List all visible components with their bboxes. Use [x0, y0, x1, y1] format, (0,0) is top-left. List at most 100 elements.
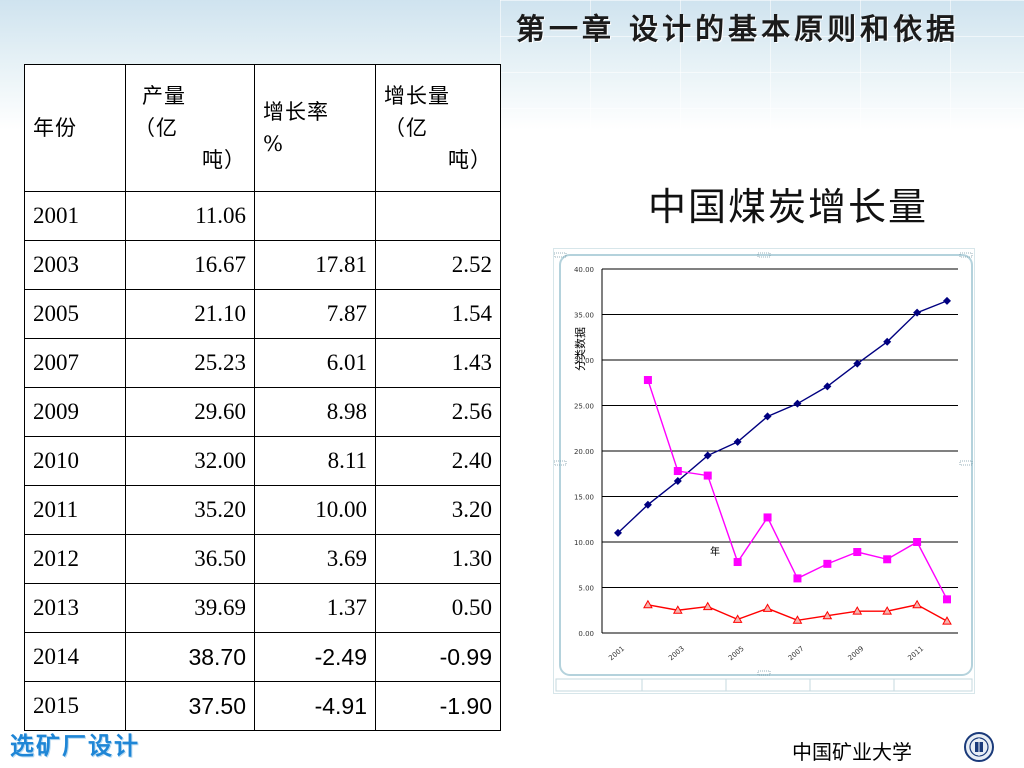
cell-increase: 2.40 — [375, 436, 501, 486]
data-point — [823, 559, 832, 568]
cell-increase: 0.50 — [375, 583, 501, 633]
cell-output: 32.00 — [125, 436, 255, 486]
table-row: 2010 32.00 8.11 2.40 — [24, 436, 501, 486]
header-year: 年份 — [24, 64, 126, 192]
table-row: 2012 36.50 3.69 1.30 — [24, 534, 501, 584]
data-point — [943, 595, 951, 604]
cell-output: 37.50 — [125, 681, 255, 731]
data-point — [733, 437, 742, 446]
cell-increase: 2.52 — [375, 240, 501, 290]
data-point — [883, 337, 892, 346]
table-header-row: 年份 产量 （亿 吨） 增长率 % 增长量 （亿 吨） — [24, 64, 501, 192]
y-tick-label: 10.00 — [574, 539, 594, 547]
frame-handle — [757, 670, 771, 676]
data-point — [913, 308, 922, 317]
y-tick-label: 20.00 — [574, 448, 594, 456]
university-logo-icon — [964, 732, 994, 762]
y-tick-label: 0.00 — [578, 630, 594, 638]
table-row: 2007 25.23 6.01 1.43 — [24, 338, 501, 388]
cell-year: 2007 — [24, 338, 126, 388]
data-point — [702, 601, 713, 611]
cell-increase: -1.90 — [375, 681, 501, 731]
table-row: 2011 35.20 10.00 3.20 — [24, 485, 501, 535]
cell-output: 11.06 — [125, 191, 255, 241]
data-point — [912, 599, 922, 609]
table-row: 2003 16.67 17.81 2.52 — [24, 240, 501, 290]
cell-rate: 17.81 — [254, 240, 376, 290]
y-tick-label: 15.00 — [574, 494, 594, 502]
frame-handle — [959, 460, 973, 466]
data-point — [732, 614, 743, 623]
cell-increase: 1.30 — [375, 534, 501, 584]
data-point — [852, 606, 863, 615]
cell-output: 25.23 — [125, 338, 255, 388]
series-line — [617, 300, 948, 534]
data-point — [643, 376, 652, 385]
y-tick-label: 40.00 — [574, 266, 594, 274]
cell-output: 36.50 — [125, 534, 255, 584]
cell-year: 2011 — [24, 485, 126, 535]
cell-increase: 1.43 — [375, 338, 501, 388]
data-point — [614, 528, 622, 537]
cell-year: 2010 — [24, 436, 126, 486]
data-point — [763, 412, 772, 421]
coal-growth-chart: 0.00 5.00 10.00 15.00 20.00 25.00 30.00 35.00 40… — [553, 248, 975, 694]
university-name: 中国矿业大学 — [792, 740, 912, 764]
cell-output: 38.70 — [125, 632, 255, 682]
data-point — [853, 359, 862, 368]
cell-year: 2013 — [24, 583, 126, 633]
header-rate-line1: 增长率 — [263, 100, 329, 124]
data-point — [643, 599, 653, 609]
data-point — [673, 467, 682, 476]
data-point — [942, 616, 952, 625]
cell-rate: -4.91 — [254, 681, 376, 731]
chart-bottom-strip — [555, 678, 973, 692]
cell-year: 2005 — [24, 289, 126, 339]
cell-rate: 1.37 — [254, 583, 376, 633]
chart-frame — [559, 254, 973, 676]
cell-year: 2009 — [24, 387, 126, 437]
cell-year: 2003 — [24, 240, 126, 290]
header-increase-line3: 吨） — [448, 148, 492, 172]
cell-increase: 1.54 — [375, 289, 501, 339]
course-title: 选矿厂设计 — [10, 732, 140, 760]
header-decoration — [500, 0, 1024, 130]
chart-annotation: 年 — [710, 545, 720, 558]
cell-year: 2014 — [24, 632, 126, 682]
y-tick-label: 5.00 — [578, 585, 594, 593]
cell-rate: 7.87 — [254, 289, 376, 339]
data-point — [823, 382, 832, 391]
header-output-line1: 产量 — [142, 84, 186, 108]
header-rate-line2: % — [263, 132, 284, 156]
data-point — [792, 615, 803, 624]
table-row: 2015 37.50 -4.91 -1.90 — [24, 681, 501, 731]
data-point — [703, 471, 712, 480]
frame-handle — [959, 252, 973, 258]
table-row: 2005 21.10 7.87 1.54 — [24, 289, 501, 339]
header-rate: 增长率 % — [254, 64, 376, 192]
cell-rate: 10.00 — [254, 485, 376, 535]
cell-rate: -2.49 — [254, 632, 376, 682]
frame-handle — [757, 252, 771, 258]
data-point — [883, 555, 892, 564]
chart-heading: 中国煤炭增长量 — [648, 185, 929, 229]
cell-output: 16.67 — [125, 240, 255, 290]
frame-handle — [554, 460, 567, 466]
header-increase-line2: （亿 — [384, 116, 428, 140]
cell-rate: 3.69 — [254, 534, 376, 584]
header-output-line3: 吨） — [202, 148, 246, 172]
cell-increase: -0.99 — [375, 632, 501, 682]
header-increase-line1: 增长量 — [384, 84, 450, 108]
y-tick-label: 30.00 — [574, 357, 594, 365]
chapter-title: 第一章 设计的基本原则和依据 — [516, 12, 960, 46]
data-point — [643, 500, 652, 509]
data-point — [793, 399, 802, 408]
data-point — [853, 548, 862, 557]
table-row: 2009 29.60 8.98 2.56 — [24, 387, 501, 437]
header-output-line2: （亿 — [134, 116, 178, 140]
cell-rate: 8.98 — [254, 387, 376, 437]
data-point — [822, 610, 833, 620]
data-point — [913, 538, 922, 546]
table-row: 2001 11.06 — [24, 191, 501, 241]
cell-increase: 2.56 — [375, 387, 501, 437]
